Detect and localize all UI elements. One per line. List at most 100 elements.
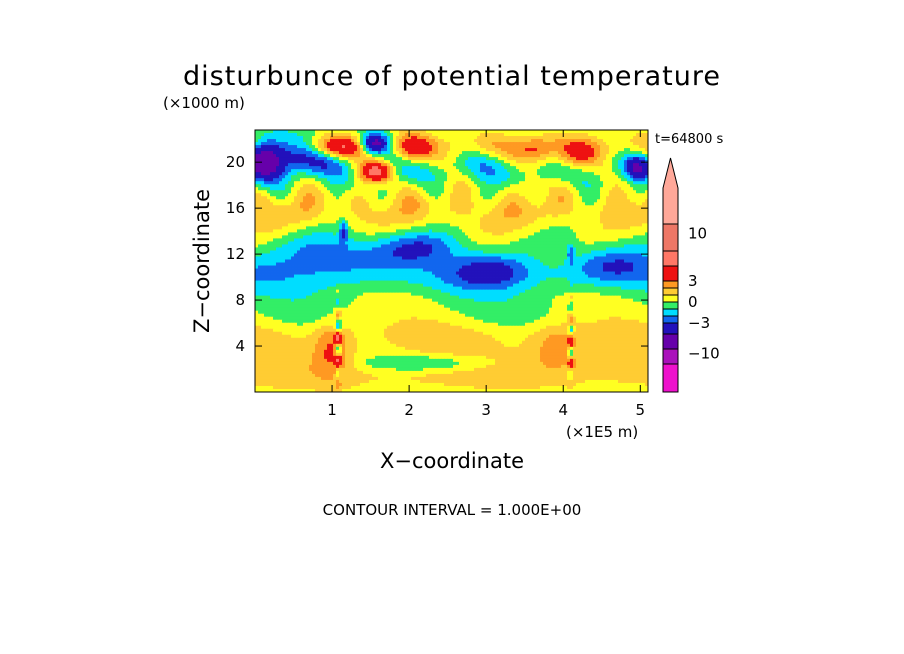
heatmap-cell (537, 169, 541, 173)
heatmap-cell (264, 193, 268, 197)
heatmap-cell (315, 184, 319, 188)
heatmap-cell (486, 208, 490, 212)
heatmap-cell (432, 145, 436, 149)
heatmap-cell (306, 193, 310, 197)
heatmap-cell (375, 160, 379, 164)
heatmap-cell (411, 232, 415, 236)
heatmap-cell (573, 142, 577, 146)
heatmap-cell (600, 178, 604, 182)
heatmap-cell (597, 217, 601, 221)
heatmap-cell (558, 142, 562, 146)
heatmap-cell (540, 193, 544, 197)
heatmap-cell (423, 205, 427, 209)
heatmap-cell (471, 199, 475, 203)
heatmap-cell (345, 172, 349, 176)
heatmap-cell (282, 190, 286, 194)
heatmap-cell (615, 217, 619, 221)
heatmap-cell (468, 241, 472, 245)
heatmap-cell (555, 166, 559, 170)
heatmap-cell (630, 199, 634, 203)
heatmap-cell (513, 157, 517, 161)
heatmap-cell (255, 148, 259, 152)
heatmap-cell (630, 235, 634, 239)
heatmap-cell (267, 211, 271, 215)
heatmap-cell (612, 151, 616, 155)
heatmap-cell (627, 142, 631, 146)
heatmap-cell (363, 220, 367, 224)
heatmap-cell (255, 229, 259, 233)
heatmap-cell (621, 145, 625, 149)
heatmap-cell (594, 199, 598, 203)
heatmap-cell (516, 202, 520, 206)
heatmap-cell (519, 139, 523, 143)
heatmap-cell (561, 160, 565, 164)
heatmap-cell (369, 130, 373, 134)
heatmap-cell (480, 136, 484, 140)
heatmap-cell (360, 151, 364, 155)
heatmap-cell (612, 160, 616, 164)
heatmap-cell (576, 217, 580, 221)
heatmap-cell (489, 175, 493, 179)
heatmap-cell (498, 199, 502, 203)
heatmap-cell (336, 139, 340, 143)
heatmap-cell (558, 211, 562, 215)
heatmap-cell (399, 172, 403, 176)
heatmap-cell (402, 217, 406, 221)
heatmap-cell (270, 160, 274, 164)
heatmap-cell (306, 142, 310, 146)
heatmap-cell (255, 211, 259, 215)
heatmap-cell (360, 172, 364, 176)
heatmap-cell (348, 229, 352, 233)
heatmap-cell (333, 181, 337, 185)
heatmap-cell (588, 196, 592, 200)
heatmap-cell (552, 205, 556, 209)
heatmap-cell (267, 190, 271, 194)
heatmap-cell (600, 169, 604, 173)
heatmap-cell (366, 178, 370, 182)
heatmap-cell (618, 217, 622, 221)
heatmap-cell (435, 130, 439, 134)
heatmap-cell (567, 148, 571, 152)
heatmap-cell (615, 220, 619, 224)
heatmap-cell (453, 145, 457, 149)
heatmap-cell (636, 175, 640, 179)
heatmap-cell (312, 169, 316, 173)
heatmap-cell (483, 241, 487, 245)
heatmap-cell (444, 145, 448, 149)
heatmap-cell (318, 235, 322, 239)
heatmap-cell (315, 235, 319, 239)
heatmap-cell (600, 217, 604, 221)
heatmap-cell (474, 142, 478, 146)
heatmap-cell (630, 223, 634, 227)
heatmap-cell (531, 163, 535, 167)
heatmap-cell (588, 133, 592, 137)
heatmap-cell (531, 169, 535, 173)
heatmap-cell (468, 145, 472, 149)
heatmap-cell (390, 166, 394, 170)
heatmap-cell (510, 148, 514, 152)
heatmap-cell (333, 223, 337, 227)
heatmap-cell (564, 208, 568, 212)
heatmap-cell (564, 178, 568, 182)
heatmap-cell (564, 226, 568, 230)
heatmap-cell (642, 193, 646, 197)
heatmap-cell (297, 136, 301, 140)
heatmap-cell (492, 217, 496, 221)
heatmap-cell (297, 241, 301, 245)
heatmap-cell (600, 160, 604, 164)
heatmap-cell (255, 133, 259, 137)
heatmap-cell (477, 220, 481, 224)
heatmap-cell (564, 211, 568, 215)
heatmap-cell (525, 235, 529, 239)
heatmap-cell (555, 145, 559, 149)
heatmap-cell (507, 133, 511, 137)
heatmap-cell (609, 184, 613, 188)
heatmap-cell (378, 202, 382, 206)
heatmap-cell (519, 166, 523, 170)
heatmap-cell (483, 211, 487, 215)
heatmap-cell (390, 187, 394, 191)
heatmap-cell (369, 133, 373, 137)
heatmap-cell (459, 136, 463, 140)
heatmap-cell (462, 232, 466, 236)
heatmap-cell (435, 226, 439, 230)
